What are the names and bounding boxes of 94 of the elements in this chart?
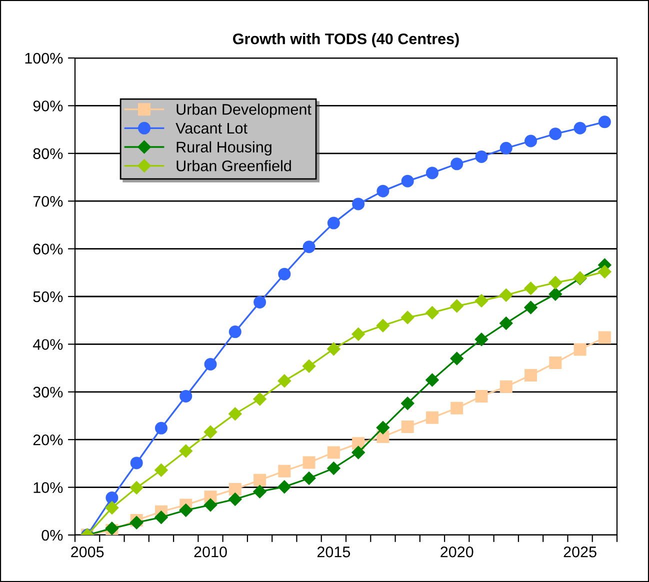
- point: [278, 480, 291, 494]
- point: [228, 326, 242, 338]
- point: [524, 368, 538, 382]
- point: [327, 446, 340, 459]
- point: [548, 276, 562, 290]
- point: [598, 331, 611, 344]
- point: [500, 316, 513, 330]
- y-tick-label: 70%: [33, 196, 63, 207]
- point: [401, 396, 414, 410]
- point: [302, 472, 316, 485]
- point: [130, 516, 144, 530]
- point: [327, 462, 340, 475]
- point: [475, 150, 488, 163]
- point: [352, 446, 365, 460]
- y-tick-label: 20%: [33, 434, 63, 446]
- point: [204, 425, 218, 439]
- point: [179, 504, 192, 517]
- x-tick-label: 2020: [440, 546, 474, 558]
- point: [228, 492, 242, 506]
- y-tick-label: 0%: [42, 530, 63, 541]
- point: [401, 174, 414, 188]
- x-tick-label: 2025: [564, 546, 596, 558]
- point: [228, 407, 242, 420]
- point: [327, 342, 340, 356]
- y-tick-label: 10%: [34, 482, 63, 493]
- point: [352, 198, 365, 210]
- point: [376, 184, 390, 198]
- point: [475, 390, 488, 402]
- point: [500, 288, 513, 302]
- point: [204, 498, 218, 512]
- point: [426, 411, 438, 424]
- point: [548, 288, 562, 301]
- point: [524, 300, 538, 314]
- point: [376, 319, 390, 332]
- point: [278, 464, 291, 478]
- point: [524, 282, 538, 295]
- point: [376, 421, 390, 434]
- legend-label: Vacant Lot: [176, 123, 248, 134]
- y-tick-label: 90%: [33, 100, 63, 112]
- x-tick-label: 2015: [317, 546, 350, 558]
- point: [426, 306, 439, 320]
- point: [253, 485, 266, 498]
- y-tick-label: 40%: [32, 339, 63, 350]
- point: [549, 356, 562, 370]
- point: [426, 166, 438, 180]
- point: [106, 492, 118, 504]
- point: [327, 216, 340, 230]
- point: [598, 116, 611, 128]
- point: [302, 360, 316, 373]
- point: [598, 265, 612, 278]
- x-tick-label: 2010: [194, 546, 227, 558]
- point: [549, 128, 562, 140]
- point: [179, 444, 192, 458]
- point: [500, 380, 512, 393]
- point: [254, 296, 266, 308]
- point: [574, 122, 586, 134]
- point: [450, 299, 464, 313]
- legend-label: Urban Development: [176, 104, 312, 118]
- point: [204, 358, 217, 370]
- point: [450, 158, 464, 170]
- y-tick-label: 50%: [33, 291, 63, 302]
- point: [278, 268, 291, 280]
- point: [180, 390, 192, 402]
- point: [130, 456, 143, 470]
- legend-label: Rural Housing: [176, 141, 272, 156]
- point: [450, 402, 464, 414]
- point: [524, 134, 538, 148]
- chart-title: Growth with TODS (40 Centres): [233, 33, 459, 48]
- y-tick-label: 80%: [33, 148, 63, 160]
- point: [154, 510, 168, 524]
- y-tick-label: 30%: [33, 386, 63, 398]
- x-tick-label: 2005: [71, 546, 104, 558]
- point: [105, 501, 119, 514]
- point: [302, 240, 316, 254]
- point: [401, 310, 414, 324]
- point: [574, 343, 586, 356]
- y-tick-label: 60%: [33, 244, 63, 254]
- y-tick-label: 100%: [25, 52, 63, 64]
- point: [154, 422, 168, 434]
- point: [228, 482, 242, 496]
- point: [253, 392, 266, 406]
- point: [254, 474, 266, 486]
- point: [474, 294, 488, 308]
- point: [130, 481, 144, 494]
- point: [450, 352, 464, 366]
- point: [154, 464, 168, 477]
- point: [352, 328, 365, 341]
- point: [474, 332, 488, 346]
- point: [278, 374, 291, 388]
- legend-label: Urban Greenfield: [176, 160, 291, 172]
- point: [302, 456, 316, 469]
- point: [426, 373, 439, 387]
- point: [500, 142, 512, 154]
- point: [401, 420, 414, 433]
